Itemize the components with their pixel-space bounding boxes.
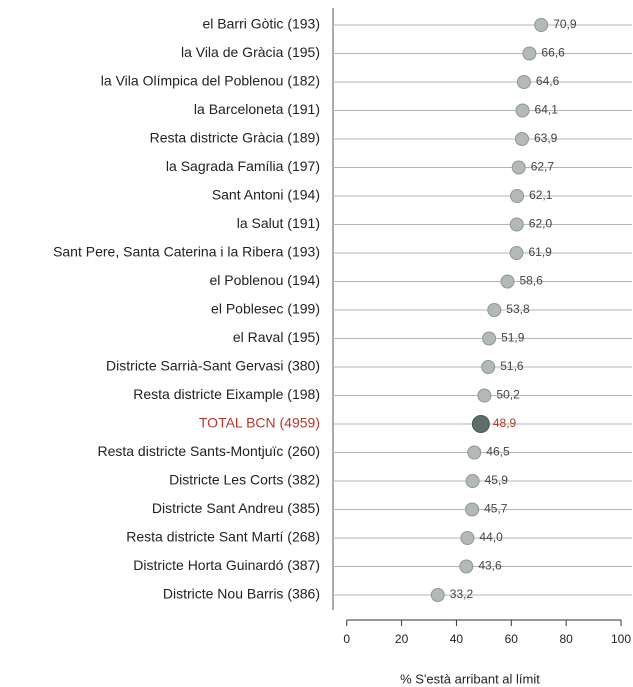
dot [515,103,530,118]
category-label: Districte Horta Guinardó (387) [133,557,320,573]
dot [477,388,492,403]
x-tick-label: 100 [611,632,631,646]
category-label: Resta districte Sants-Montjuïc (260) [97,443,320,459]
x-tick-label: 80 [559,632,573,646]
dot [522,46,537,61]
category-label: Districte Sarrià-Sant Gervasi (380) [106,358,320,374]
value-label: 64,1 [535,103,559,117]
value-label: 58,6 [519,274,543,288]
value-label: 46,5 [486,445,510,459]
category-label: Sant Pere, Santa Caterina i la Ribera (1… [53,244,320,260]
category-label: el Poblesec (199) [211,301,320,317]
value-label: 61,9 [529,245,553,259]
x-tick-label: 60 [505,632,519,646]
dot [482,331,497,346]
dot [511,160,526,175]
category-label: Districte Sant Andreu (385) [152,500,320,516]
value-label: 64,6 [536,74,560,88]
dot [459,559,474,574]
dot [500,274,515,289]
category-label: el Poblenou (194) [209,272,320,288]
dot [471,415,490,433]
dot [534,18,549,32]
value-label: 51,9 [501,331,525,345]
value-label: 43,6 [478,559,502,573]
category-label: TOTAL BCN (4959) [199,415,320,431]
value-label: 48,9 [493,416,517,430]
dot [467,445,482,460]
value-label: 50,2 [496,388,520,402]
value-label: 51,6 [500,359,524,373]
value-label: 66,6 [541,46,565,60]
category-label: Districte Les Corts (382) [169,472,320,488]
dot [430,588,445,602]
dot [487,303,502,317]
category-label: la Vila Olímpica del Poblenou (182) [101,73,320,89]
category-label: la Sagrada Família (197) [166,158,320,174]
value-label: 45,7 [484,502,508,516]
category-label: Resta districte Eixample (198) [133,386,320,402]
value-label: 45,9 [485,473,509,487]
dot [481,360,496,374]
category-label: Resta districte Gràcia (189) [150,130,320,146]
dot [510,189,525,203]
x-tick-label: 0 [343,632,350,646]
dot [465,474,480,488]
value-label: 62,0 [529,217,553,231]
dot [460,531,475,545]
value-label: 33,2 [450,587,474,601]
category-label: Resta districte Sant Martí (268) [126,529,320,545]
dot [509,246,524,260]
category-label: el Raval (195) [233,329,320,345]
value-label: 53,8 [506,302,530,316]
dot [509,217,524,232]
dot [465,502,480,517]
value-label: 62,7 [531,160,555,174]
x-axis-label: % S'està arribant al límit [400,671,540,686]
dot [516,75,531,89]
category-label: el Barri Gòtic (193) [203,16,320,32]
category-label: la Vila de Gràcia (195) [181,44,320,60]
x-tick-label: 40 [450,632,464,646]
value-label: 44,0 [479,530,503,544]
category-label: la Salut (191) [237,215,320,231]
category-label: Sant Antoni (194) [212,187,320,203]
dot [515,132,530,146]
x-tick-label: 20 [395,632,409,646]
value-label: 63,9 [534,131,558,145]
value-label: 62,1 [529,188,553,202]
value-label: 70,9 [553,17,577,31]
category-label: Districte Nou Barris (386) [163,586,320,602]
category-label: la Barceloneta (191) [194,101,320,117]
